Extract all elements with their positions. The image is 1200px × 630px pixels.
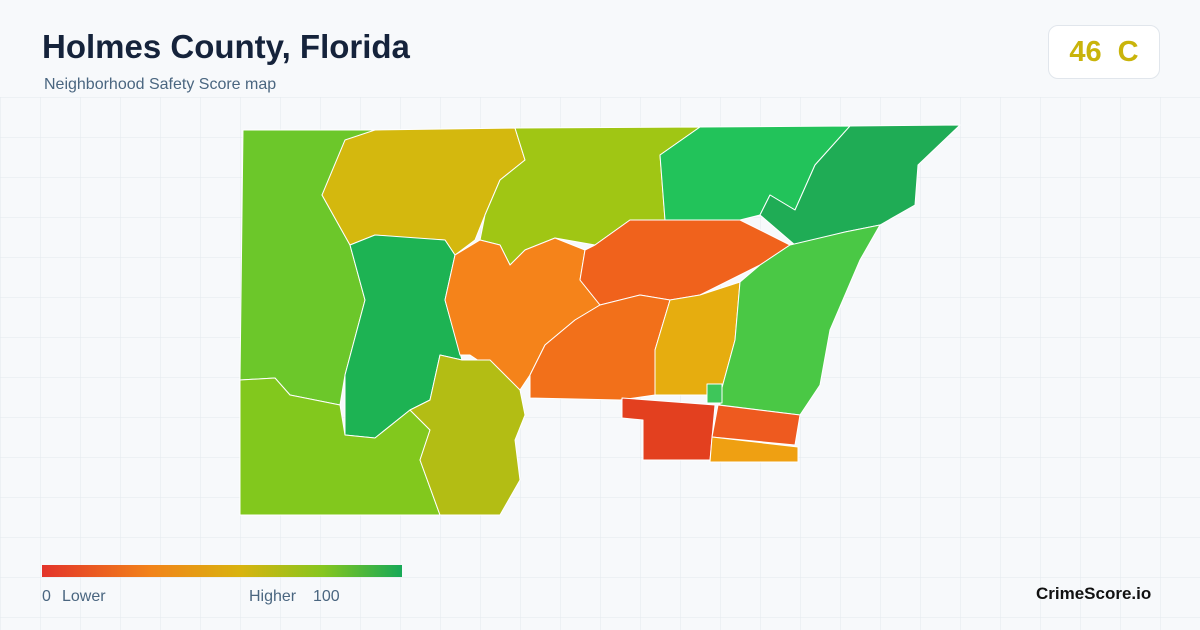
region	[409, 354, 526, 516]
region	[706, 383, 723, 404]
region	[709, 436, 799, 463]
legend-max: 100	[313, 588, 340, 605]
region	[621, 397, 716, 461]
brand: CrimeScore.io	[1036, 584, 1152, 603]
region	[711, 404, 801, 446]
title: Holmes County, Florida	[42, 28, 410, 65]
legend-max-label: Higher	[249, 588, 297, 605]
subtitle: Neighborhood Safety Score map	[44, 76, 277, 93]
legend-min-label: Lower	[62, 588, 106, 605]
region	[239, 377, 441, 516]
legend-min: 0	[42, 588, 51, 605]
score-badge: 46 C	[1048, 25, 1160, 79]
region	[529, 294, 671, 401]
region	[579, 219, 791, 306]
score-value: 46	[1069, 35, 1102, 68]
score-grade: C	[1117, 35, 1139, 68]
legend-gradient	[42, 565, 402, 577]
